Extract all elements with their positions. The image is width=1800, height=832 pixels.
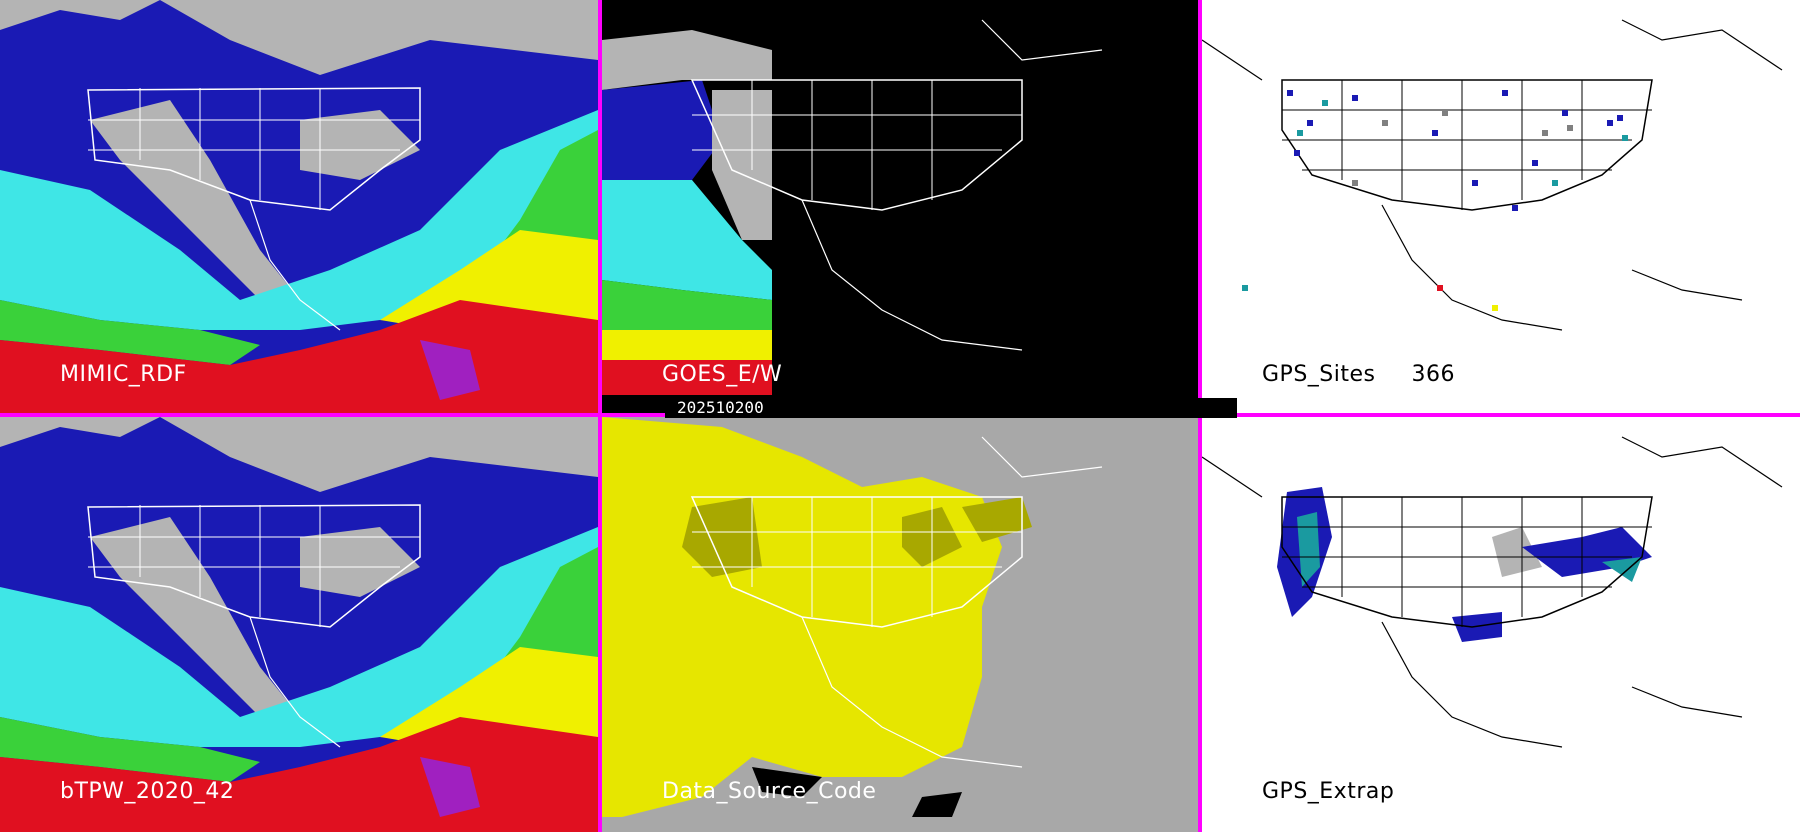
gps-sites-count: 366 (1411, 362, 1455, 387)
timestamp-bar: 202510200 (665, 398, 1237, 418)
panel-gps-extrap[interactable]: GPS_Extrap (1202, 417, 1800, 832)
goes-ew-label: GOES_E/W (662, 362, 783, 387)
panel-data-source-code[interactable]: Data_Source_Code (602, 417, 1198, 832)
panel-goes-ew[interactable]: GOES_E/W (602, 0, 1198, 413)
panel-gps-sites[interactable]: GPS_Sites 366 (1202, 0, 1800, 413)
panel-btpw[interactable]: bTPW_2020_42 (0, 417, 598, 832)
mimic-rdf-map (0, 0, 598, 413)
mimic-rdf-label: MIMIC_RDF (60, 362, 187, 387)
gps-sites-title: GPS_Sites (1262, 362, 1376, 387)
gps-extrap-label: GPS_Extrap (1262, 779, 1395, 804)
gps-sites-label: GPS_Sites 366 (1262, 362, 1455, 387)
panel-mimic-rdf[interactable]: MIMIC_RDF (0, 0, 598, 413)
data-source-label: Data_Source_Code (662, 779, 877, 804)
data-source-map (602, 417, 1198, 832)
btpw-map (0, 417, 598, 832)
gps-sites-map (1202, 0, 1800, 413)
goes-ew-map (602, 0, 1198, 413)
gps-extrap-map (1202, 417, 1800, 832)
btpw-label: bTPW_2020_42 (60, 779, 235, 804)
